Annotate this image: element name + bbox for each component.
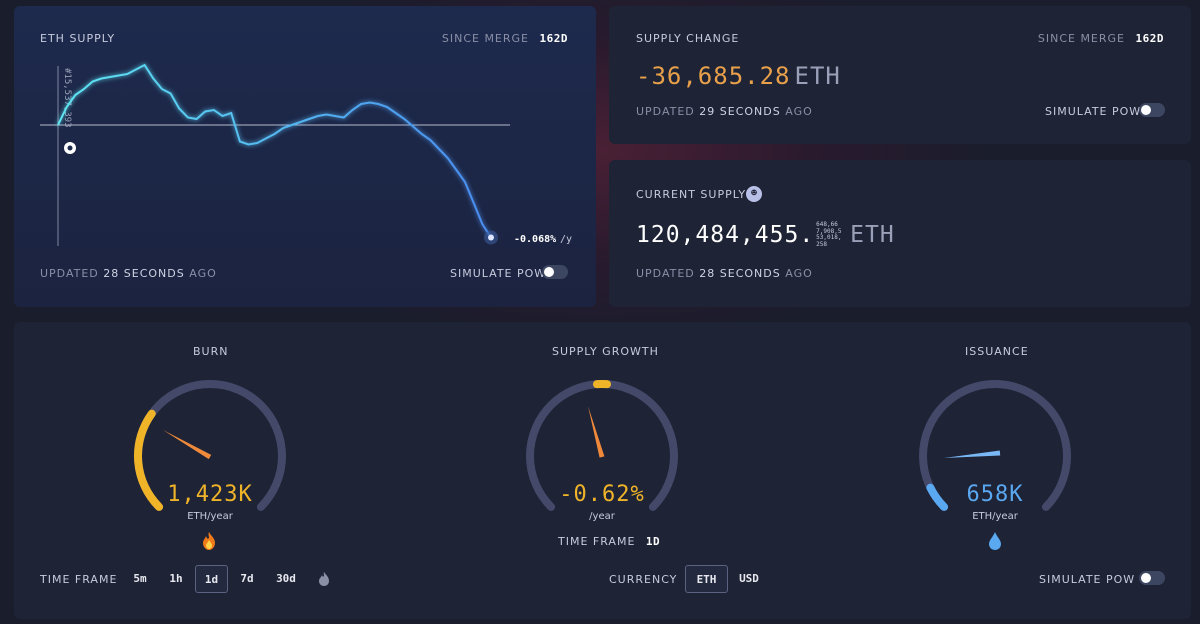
chart-baseline-label: #15,537,393	[62, 68, 72, 128]
supply-series-line	[57, 63, 492, 239]
gauges-svg	[134, 380, 1071, 511]
eth-supply-updated: UPDATED 28 SECONDS AGO	[40, 267, 217, 280]
currency-eth-button[interactable]: ETH	[685, 565, 728, 593]
issuance-gauge-needle	[944, 450, 1001, 458]
simulate-pow-label: SIMULATE PoW	[1039, 573, 1136, 586]
updated-suffix: AGO	[785, 267, 813, 280]
timeframe-caption-value: 1d	[645, 535, 661, 548]
burn-gauge-fill	[134, 409, 164, 511]
supply-growth-timeframe: TIME FRAME 1d	[558, 535, 660, 548]
droplet-icon	[985, 530, 1005, 552]
supply-change-value: -36,685.28 ETH	[636, 62, 841, 90]
updated-value: 28 SECONDS	[103, 267, 185, 280]
supply-growth-gauge-needle	[588, 406, 605, 458]
currency-usd-button[interactable]: USD	[739, 572, 759, 585]
supply-change-title: SUPPLY CHANGE	[636, 32, 740, 45]
gauges-card: BURN SUPPLY GROWTH ISSUANCE 1,423K ETH/y…	[14, 322, 1191, 619]
current-supply-value: 120,484,455. 648,667,908,553,018,258 ETH	[636, 221, 895, 248]
current-supply-title: CURRENT SUPPLY	[636, 188, 747, 201]
ethereum-merge-marker	[64, 142, 76, 154]
current-supply-card: CURRENT SUPPLY ☻ 120,484,455. 648,667,90…	[609, 160, 1191, 307]
since-merge-value: 162d	[1135, 32, 1164, 45]
fire-icon	[198, 530, 220, 552]
issuance-unit: ETH/year	[972, 511, 1018, 522]
since-merge: SINCE MERGE 162d	[1038, 32, 1164, 45]
issuance-gauge-track	[919, 380, 1071, 511]
current-supply-amount: 120,484,455.	[636, 222, 815, 248]
updated-value: 29 SECONDS	[699, 105, 781, 118]
supply-change-updated: UPDATED 29 SECONDS AGO	[636, 105, 813, 118]
since-merge-label: SINCE MERGE	[1037, 32, 1125, 45]
updated-prefix: UPDATED	[40, 267, 99, 280]
chart-end-marker	[484, 230, 498, 245]
chart-series	[57, 63, 492, 239]
supply-growth-title: SUPPLY GROWTH	[552, 345, 659, 358]
since-merge-value: 162d	[539, 32, 568, 45]
timeframe-1h-button[interactable]: 1h	[169, 572, 183, 585]
simulate-pow-toggle[interactable]	[1139, 571, 1165, 585]
updated-prefix: UPDATED	[636, 105, 695, 118]
burn-title: BURN	[193, 345, 229, 358]
supply-growth-unit: /year	[589, 511, 615, 522]
timeframe-caption: TIME FRAME	[558, 535, 636, 548]
timeframe-1d-button[interactable]: 1d	[195, 565, 228, 593]
chart-rate-value: -0.068%	[514, 234, 556, 245]
timeframe-5m-button[interactable]: 5m	[133, 572, 147, 585]
issuance-title: ISSUANCE	[965, 345, 1029, 358]
eth-supply-title: ETH SUPPLY	[40, 32, 116, 45]
updated-prefix: UPDATED	[636, 267, 695, 280]
simulate-pow-toggle[interactable]	[542, 265, 568, 279]
timeframe-label: TIME FRAME	[40, 573, 118, 586]
chart-rate-unit: /y	[560, 234, 572, 245]
simulate-pow-toggle[interactable]	[1139, 103, 1165, 117]
since-merge-label: SINCE MERGE	[441, 32, 529, 45]
supply-change-amount: -36,685.28	[636, 62, 791, 90]
eth-supply-card: ETH SUPPLY SINCE MERGE 162d #15,537,393	[14, 6, 596, 307]
simulate-pow-label: SIMULATE PoW	[1045, 105, 1142, 118]
updated-suffix: AGO	[785, 105, 813, 118]
current-supply-updated: UPDATED 28 SECONDS AGO	[636, 267, 813, 280]
bat-face-icon: ☻	[746, 186, 762, 202]
burn-gauge-needle	[163, 430, 212, 460]
timeframe-7d-button[interactable]: 7d	[240, 572, 254, 585]
burn-value: 1,423K	[167, 482, 253, 507]
supply-change-unit: ETH	[794, 62, 841, 90]
timeframe-since-burn-icon[interactable]	[317, 571, 331, 587]
current-supply-unit: ETH	[850, 222, 895, 248]
supply-line-chart[interactable]: #15,537,393 -0.068% /y	[14, 6, 596, 246]
simulate-pow-label: SIMULATE PoW	[450, 267, 547, 280]
since-merge: SINCE MERGE 162d	[442, 32, 568, 45]
issuance-value: 658K	[966, 482, 1024, 507]
updated-value: 28 SECONDS	[699, 267, 781, 280]
updated-suffix: AGO	[189, 267, 217, 280]
supply-change-card: SUPPLY CHANGE SINCE MERGE 162d -36,685.2…	[609, 6, 1191, 144]
burn-unit: ETH/year	[187, 511, 233, 522]
currency-label: CURRENCY	[609, 573, 678, 586]
timeframe-30d-button[interactable]: 30d	[276, 572, 296, 585]
issuance-gauge-fill	[926, 483, 949, 511]
supply-growth-value: -0.62%	[559, 482, 645, 507]
current-supply-decimals: 648,667,908,553,018,258	[816, 221, 842, 248]
